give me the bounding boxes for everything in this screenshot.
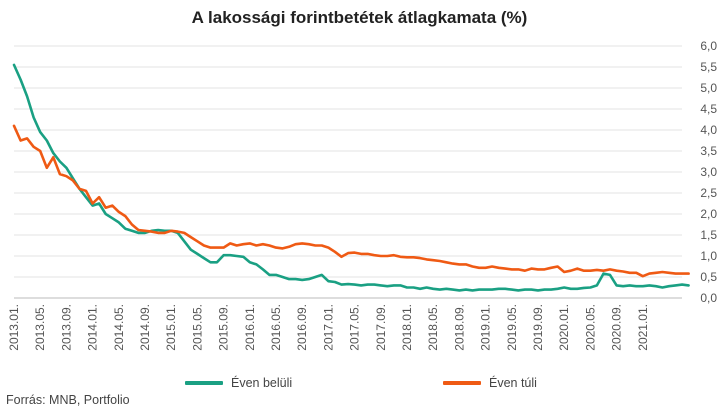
x-tick-label: 2016.05. [269,304,283,351]
x-tick-label: 2014.09. [138,304,152,351]
x-tick-label: 2017.01. [321,304,335,351]
x-tick-label: 2017.09. [374,304,388,351]
y-tick-label: 3,0 [700,165,717,179]
y-tick-label: 5,0 [700,81,717,95]
x-tick-label: 2018.09. [452,304,466,351]
x-tick-label: 2019.05. [505,304,519,351]
legend-swatch-series-2 [443,381,481,385]
x-tick-label: 2013.01. [7,304,21,351]
y-tick-label: 0,5 [700,270,717,284]
x-tick-label: 2014.01. [86,304,100,351]
x-tick-label: 2013.05. [33,304,47,351]
y-tick-label: 1,5 [700,228,717,242]
x-tick-label: 2017.05. [348,304,362,351]
legend-label-series-2: Éven túli [489,376,537,390]
x-axis: 2013.01. 2013.05. 2013.09. 2014.01. 2014.05.… [7,304,650,351]
y-tick-label: 2,5 [700,186,717,200]
x-tick-label: 2018.01. [400,304,414,351]
y-tick-label: 6,0 [700,39,717,53]
legend-label-series-1: Éven belüli [231,376,293,390]
series-lines [12,63,690,292]
y-tick-label: 1,0 [700,249,717,263]
legend-item-series-1: Éven belüli [185,376,292,390]
y-axis: 0,0 0,5 1,0 1,5 2,0 2,5 3,0 3,5 4,0 4,5 5,0 5,5 6,0 [700,39,717,305]
x-tick-label: 2020.01. [557,304,571,351]
y-tick-label: 0,0 [700,291,717,305]
x-tick-label: 2014.05. [112,304,126,351]
gridlines [14,45,682,299]
x-tick-label: 2015.05. [190,304,204,351]
x-tick-label: 2016.09. [295,304,309,351]
chart-title: A lakossági forintbetétek átlagkamata (%… [191,8,528,27]
x-tick-label: 2019.01. [479,304,493,351]
y-tick-label: 5,5 [700,60,717,74]
x-tick-label: 2021.01. [636,304,650,351]
x-tick-label: 2018.05. [426,304,440,351]
legend-item-series-2: Éven túli [443,376,537,390]
x-tick-label: 2016.01. [243,304,257,351]
y-tick-label: 2,0 [700,207,717,221]
y-tick-label: 4,5 [700,102,717,116]
x-tick-label: 2019.09. [531,304,545,351]
y-tick-label: 4,0 [700,123,717,137]
x-tick-label: 2013.09. [59,304,73,351]
x-tick-label: 2015.09. [217,304,231,351]
x-tick-label: 2015.01. [164,304,178,351]
series-line-1 [12,63,690,292]
series-line-2 [12,124,690,278]
source-note: Forrás: MNB, Portfolio [6,393,130,407]
legend-swatch-series-1 [185,381,223,385]
x-tick-label: 2020.09. [610,304,624,351]
x-tick-label: 2020.05. [583,304,597,351]
y-tick-label: 3,5 [700,144,717,158]
